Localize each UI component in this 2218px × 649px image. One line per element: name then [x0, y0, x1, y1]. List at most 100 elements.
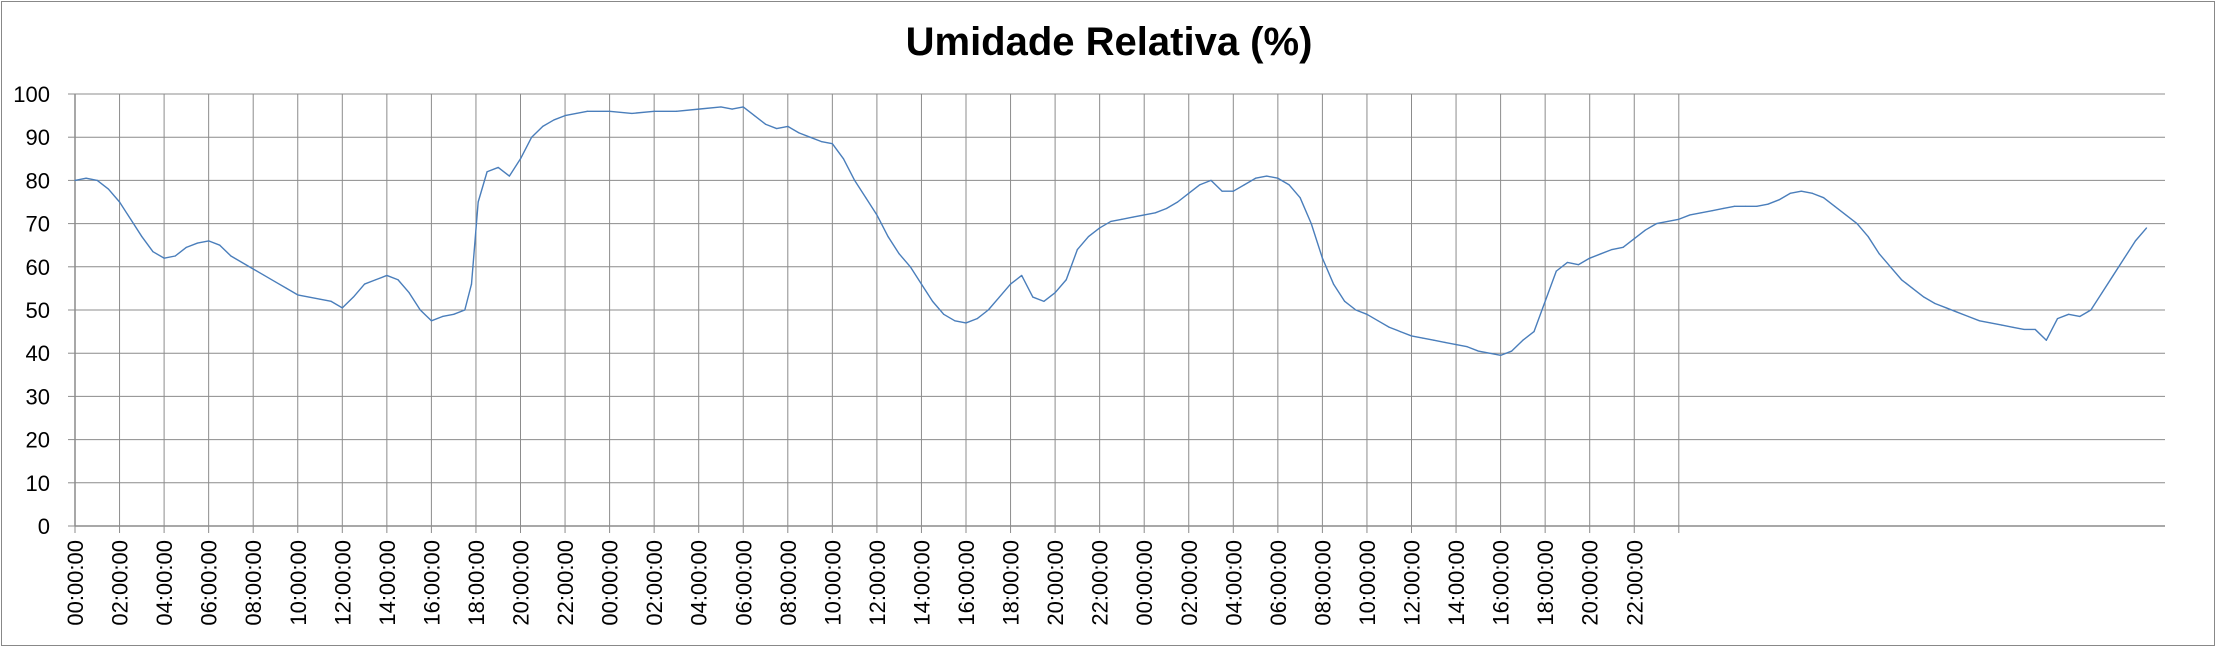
data-point — [1555, 270, 1557, 272]
x-tick-label: 14:00:00 — [375, 540, 400, 626]
data-point — [2023, 328, 2025, 331]
axis-layer — [68, 93, 2165, 527]
data-point — [397, 279, 399, 281]
data-point — [776, 127, 778, 130]
label-layer: 0 10 20 30 40 50 60 70 80 90 100 00:00:00 02:00:00 04… — [13, 82, 1647, 626]
data-point — [2068, 313, 2070, 315]
x-tick-label: 16:00:00 — [1489, 540, 1514, 626]
data-point — [1199, 184, 1201, 186]
x-tick-label: 14:00:00 — [909, 540, 934, 626]
x-tick-label: 12:00:00 — [865, 540, 890, 626]
chart-title: Umidade Relativa (%) — [905, 20, 1313, 64]
data-point — [118, 201, 121, 203]
data-point — [219, 244, 221, 246]
data-point — [1800, 190, 1802, 192]
data-point — [887, 235, 889, 238]
x-tick-label: 08:00:00 — [1310, 540, 1335, 626]
data-point — [787, 125, 789, 127]
data-point — [263, 274, 265, 277]
data-point — [497, 166, 499, 169]
data-point — [1388, 326, 1390, 328]
data-point — [1822, 197, 1825, 199]
x-tick-label: 00:00:00 — [63, 540, 88, 626]
data-point — [1277, 177, 1279, 179]
data-point — [286, 287, 288, 289]
data-point — [2045, 339, 2047, 341]
data-point — [430, 320, 432, 322]
data-point — [1243, 184, 1246, 186]
data-point — [2145, 227, 2148, 229]
data-point — [2012, 326, 2014, 328]
data-point — [274, 281, 277, 283]
data-point — [2134, 240, 2137, 242]
data-point — [1021, 274, 1023, 277]
data-point — [508, 175, 510, 177]
data-point — [2090, 309, 2092, 311]
data-point — [1767, 203, 1769, 205]
data-point — [1856, 223, 1858, 225]
y-tick-label: 30 — [26, 384, 50, 409]
y-tick-label: 40 — [26, 341, 50, 366]
data-point — [1511, 350, 1513, 352]
x-tick-label: 16:00:00 — [419, 540, 444, 626]
x-tick-label: 22:00:00 — [553, 540, 578, 626]
data-point — [1455, 343, 1457, 346]
x-tick-label: 02:00:00 — [642, 540, 667, 626]
data-point — [1087, 235, 1090, 238]
data-point — [1344, 300, 1346, 302]
data-point — [1009, 283, 1012, 285]
data-point — [1154, 212, 1156, 214]
data-point — [809, 136, 811, 138]
data-point — [1377, 320, 1379, 322]
x-tick-label: 10:00:00 — [1355, 540, 1380, 626]
data-point — [1444, 341, 1446, 343]
series-layer — [74, 106, 2148, 357]
data-point — [920, 283, 923, 285]
data-point — [1321, 257, 1323, 259]
data-point — [74, 179, 76, 181]
data-point — [319, 298, 321, 300]
data-point — [653, 110, 655, 112]
data-point — [1310, 223, 1312, 225]
y-tick-label: 80 — [26, 168, 50, 193]
y-tick-label: 50 — [26, 298, 50, 323]
data-point — [152, 251, 154, 253]
data-point — [1945, 307, 1947, 309]
data-point — [1655, 223, 1658, 225]
data-point — [519, 158, 522, 160]
data-point — [998, 296, 1001, 298]
data-point — [1778, 199, 1780, 201]
data-point — [1889, 266, 1892, 268]
y-tick-label: 10 — [26, 471, 50, 496]
data-point — [1711, 210, 1713, 212]
x-tick-label: 00:00:00 — [1132, 540, 1157, 626]
data-point — [1232, 190, 1234, 192]
data-point — [1477, 350, 1479, 352]
data-point — [130, 218, 132, 220]
data-point — [1076, 248, 1078, 251]
data-point — [1722, 207, 1724, 210]
data-point — [1622, 246, 1624, 248]
data-point — [1522, 339, 1524, 341]
data-point — [2034, 328, 2036, 331]
data-point — [1065, 279, 1067, 281]
data-point — [1410, 335, 1413, 337]
data-point — [1488, 352, 1491, 354]
data-point — [1700, 212, 1702, 214]
data-point — [2079, 315, 2081, 318]
data-point — [453, 313, 455, 315]
data-point — [842, 158, 845, 160]
data-point — [1912, 287, 1914, 289]
data-point — [1399, 331, 1401, 333]
data-point — [464, 309, 466, 311]
data-point — [675, 110, 678, 112]
data-point — [1165, 207, 1168, 210]
data-point — [1466, 346, 1468, 348]
data-point — [1032, 296, 1034, 298]
y-tick-label: 0 — [38, 514, 50, 539]
data-point — [470, 283, 473, 285]
data-point — [1043, 300, 1045, 302]
data-point — [609, 110, 611, 112]
data-point — [386, 274, 388, 277]
